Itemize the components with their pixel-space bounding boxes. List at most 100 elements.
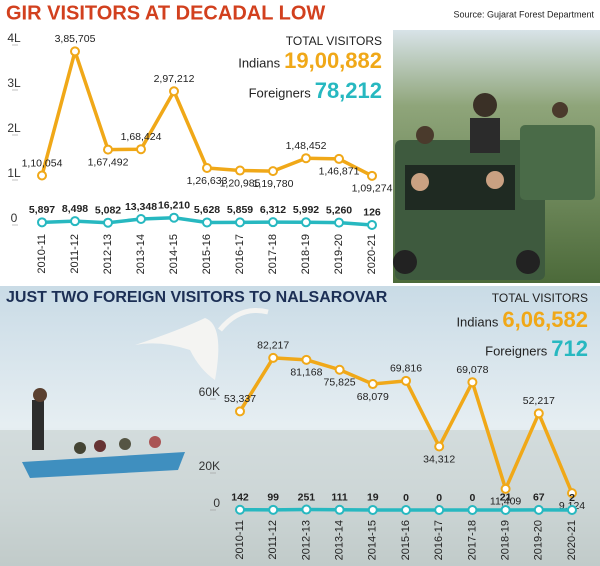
data-label: 2 bbox=[569, 492, 575, 504]
data-label: 5,628 bbox=[194, 204, 220, 216]
data-label: 2,97,212 bbox=[154, 73, 195, 85]
x-tick-label: 2012-13 bbox=[300, 520, 312, 560]
data-point bbox=[169, 86, 179, 97]
data-point bbox=[367, 379, 378, 390]
data-point bbox=[268, 352, 279, 363]
x-tick-label: 2014-15 bbox=[367, 520, 379, 560]
data-point bbox=[103, 217, 113, 228]
source: Source: Gujarat Forest Department bbox=[453, 9, 594, 19]
data-label: 5,897 bbox=[29, 204, 55, 216]
total-value: 19,00,882 bbox=[284, 48, 382, 73]
chart-title: JUST TWO FOREIGN VISITORS TO NALSAROVAR bbox=[6, 289, 388, 306]
x-tick-label: 2013-14 bbox=[135, 234, 147, 274]
data-label: 5,260 bbox=[326, 204, 352, 216]
x-tick-label: 2010-11 bbox=[234, 520, 246, 560]
data-label: 8,498 bbox=[62, 203, 88, 215]
x-tick-label: 2010-11 bbox=[36, 234, 48, 274]
data-label: 6,312 bbox=[260, 204, 286, 216]
data-point bbox=[37, 170, 47, 181]
data-label: 1,67,492 bbox=[88, 156, 129, 168]
data-point bbox=[434, 505, 445, 515]
x-tick-label: 2015-16 bbox=[400, 520, 412, 560]
data-point bbox=[367, 219, 377, 230]
data-label: 52,217 bbox=[523, 395, 555, 407]
data-point bbox=[301, 354, 312, 365]
data-point bbox=[202, 217, 212, 228]
y-tick-label: 4L bbox=[7, 31, 21, 45]
data-label: 5,859 bbox=[227, 204, 253, 216]
y-tick-label: 60K bbox=[199, 385, 220, 399]
data-point bbox=[301, 153, 311, 164]
data-label: 1,09,274 bbox=[352, 183, 393, 195]
data-point bbox=[235, 165, 245, 176]
x-tick-label: 2019-20 bbox=[533, 520, 545, 560]
data-point bbox=[169, 212, 179, 223]
data-point bbox=[434, 441, 445, 452]
data-label: 21 bbox=[500, 492, 512, 504]
data-label: 75,825 bbox=[324, 377, 356, 389]
data-point bbox=[37, 217, 47, 228]
data-label: 69,078 bbox=[456, 364, 488, 376]
data-point bbox=[567, 504, 577, 515]
data-point bbox=[500, 504, 511, 515]
data-label: 68,079 bbox=[357, 391, 389, 403]
data-point bbox=[334, 217, 344, 228]
data-point bbox=[136, 213, 146, 224]
data-point bbox=[103, 144, 113, 155]
data-label: 3,85,705 bbox=[55, 33, 96, 45]
x-tick-label: 2020-21 bbox=[366, 234, 378, 274]
data-point bbox=[235, 504, 245, 515]
data-label: 251 bbox=[298, 491, 316, 503]
data-label: 81,168 bbox=[290, 367, 322, 379]
data-label: 16,210 bbox=[158, 199, 190, 211]
data-label: 1,19,780 bbox=[253, 178, 294, 190]
nalsarovar-photo bbox=[0, 285, 600, 566]
data-label: 126 bbox=[363, 207, 381, 219]
x-tick-label: 2020-21 bbox=[566, 520, 578, 560]
data-label: 142 bbox=[231, 492, 249, 504]
data-label: 1,68,424 bbox=[121, 131, 162, 143]
legend-label: Indians bbox=[456, 314, 498, 329]
data-point bbox=[334, 153, 344, 164]
x-tick-label: 2018-19 bbox=[300, 234, 312, 274]
data-label: 53,337 bbox=[224, 393, 256, 405]
x-tick-label: 2014-15 bbox=[168, 234, 180, 274]
data-label: 1,48,452 bbox=[286, 140, 327, 152]
data-label: 0 bbox=[469, 492, 475, 504]
data-point bbox=[567, 488, 577, 499]
total-value: 712 bbox=[551, 336, 588, 361]
data-point bbox=[533, 504, 544, 515]
total-value: 6,06,582 bbox=[502, 307, 588, 332]
data-point bbox=[70, 216, 80, 227]
legend-label: Foreigners bbox=[249, 85, 312, 100]
data-label: 67 bbox=[533, 492, 545, 504]
total-value: 78,212 bbox=[315, 78, 382, 103]
data-point bbox=[401, 505, 411, 515]
y-tick-label: 20K bbox=[199, 459, 220, 473]
x-tick-label: 2016-17 bbox=[234, 234, 246, 274]
data-point bbox=[467, 377, 478, 388]
data-point bbox=[334, 504, 345, 515]
data-point bbox=[202, 163, 212, 174]
x-tick-label: 2018-19 bbox=[500, 520, 512, 560]
x-tick-label: 2015-16 bbox=[201, 234, 213, 274]
y-tick-label: 1L bbox=[7, 166, 21, 180]
data-point bbox=[301, 217, 311, 228]
data-point bbox=[268, 166, 278, 177]
y-tick-label: 2L bbox=[7, 121, 21, 135]
y-tick-label: 3L bbox=[7, 76, 21, 90]
data-label: 69,816 bbox=[390, 363, 422, 375]
data-label: 19 bbox=[367, 492, 379, 504]
totals-heading: TOTAL VISITORS bbox=[492, 291, 588, 305]
x-tick-label: 2017-18 bbox=[267, 234, 279, 274]
y-tick-label: 0 bbox=[11, 211, 18, 225]
data-point bbox=[268, 504, 279, 515]
data-point bbox=[367, 504, 378, 515]
data-label: 1,10,054 bbox=[22, 157, 63, 169]
data-label: 0 bbox=[436, 492, 442, 504]
data-point bbox=[136, 144, 146, 155]
data-point bbox=[500, 483, 511, 494]
gir-photo bbox=[393, 30, 600, 283]
